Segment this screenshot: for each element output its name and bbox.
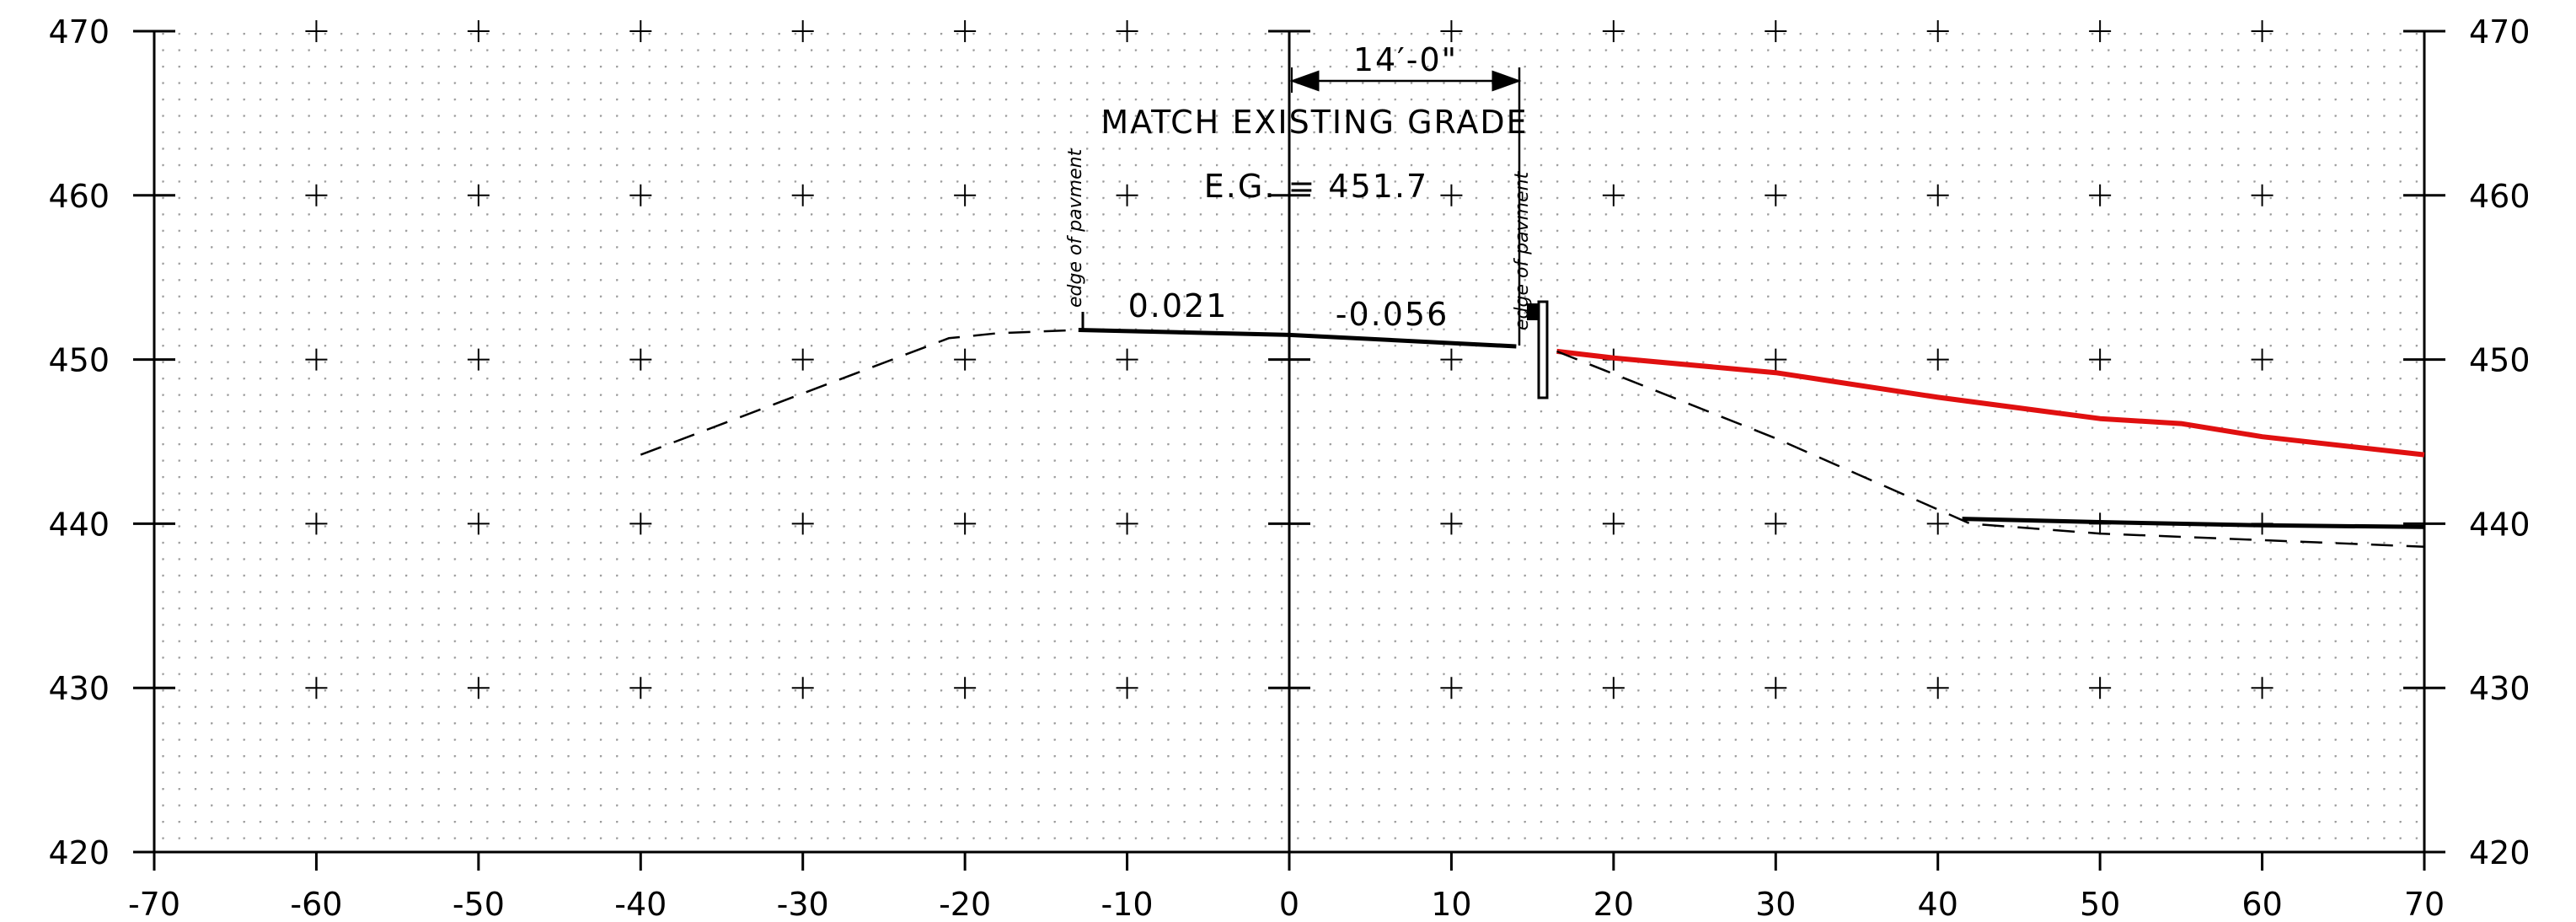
grid-plus-mark [629, 348, 652, 371]
grid-plus-mark [1926, 677, 1949, 700]
grid-plus-mark [1116, 20, 1138, 42]
grid-plus-mark [1926, 348, 1949, 371]
grid-plus-mark [1602, 677, 1625, 700]
grid-plus-mark [791, 20, 814, 42]
grid-plus-mark [1765, 348, 1787, 371]
x-tick-label: 70 [2404, 886, 2445, 922]
grid-plus-mark [467, 677, 490, 700]
grid-plus-mark [2089, 20, 2112, 42]
x-tick-label: -70 [128, 886, 180, 922]
y-tick-label-right: 430 [2469, 670, 2530, 707]
grid-plus-mark [1440, 20, 1463, 42]
y-tick-label-right: 420 [2469, 834, 2530, 871]
grid-plus-mark [305, 512, 328, 535]
grid-plus-marks [305, 20, 2273, 700]
grid-plus-mark [1440, 677, 1463, 700]
grid-plus-mark [467, 20, 490, 42]
grid-plus-mark [1926, 20, 1949, 42]
x-tick-label: 60 [2241, 886, 2282, 922]
x-tick-label: -40 [614, 886, 667, 922]
grid-plus-mark [954, 512, 977, 535]
grid-plus-mark [467, 348, 490, 371]
grid-plus-mark [1116, 184, 1138, 206]
edge-of-pavement-left-label: edge of pavment [1065, 147, 1086, 308]
curb-symbol [1527, 300, 1549, 399]
slope-left-label: 0.021 [1128, 287, 1229, 324]
grid-plus-mark [1440, 512, 1463, 535]
grid-plus-mark [1926, 512, 1949, 535]
grid-plus-mark [467, 184, 490, 206]
grid-plus-mark [791, 184, 814, 206]
grid-plus-mark [629, 512, 652, 535]
grid-plus-mark [791, 677, 814, 700]
grid-plus-mark [629, 677, 652, 700]
x-tick-label: -50 [453, 886, 505, 922]
grid-plus-mark [954, 184, 977, 206]
y-tick-label-left: 430 [48, 670, 110, 707]
grid-plus-mark [791, 512, 814, 535]
grid-plus-mark [2251, 184, 2273, 206]
x-tick-label: -20 [939, 886, 991, 922]
x-tick-label: 0 [1279, 886, 1299, 922]
grid-plus-mark [2089, 184, 2112, 206]
axes: 420 420 430 430 440 440 450 450 460 460 470 470 -70 -… [48, 13, 2530, 922]
grid-plus-mark [1765, 184, 1787, 206]
grid-plus-mark [954, 677, 977, 700]
grid-plus-mark [305, 677, 328, 700]
grid-plus-mark [1440, 184, 1463, 206]
grid-plus-mark [2089, 348, 2112, 371]
x-tick-label: -60 [290, 886, 342, 922]
grid-plus-mark [2251, 677, 2273, 700]
y-tick-label-right: 460 [2469, 178, 2530, 215]
match-existing-grade-note: MATCH EXISTING GRADE [1101, 104, 1528, 141]
profile-series-3 [1556, 350, 2425, 548]
grid-plus-mark [954, 20, 977, 42]
dimension-label: 14′-0" [1353, 41, 1458, 78]
grid-plus-mark [1602, 184, 1625, 206]
grid-plus-mark [1440, 348, 1463, 371]
y-tick-label-left: 470 [48, 13, 110, 51]
x-tick-label: 20 [1593, 886, 1634, 922]
existing-grade-elevation-note: E.G. = 451.7 [1204, 168, 1428, 205]
grid-plus-mark [1116, 348, 1138, 371]
x-tick-label: 50 [2080, 886, 2120, 922]
grid-plus-mark [1765, 677, 1787, 700]
grid-plus-mark [791, 348, 814, 371]
grid-plus-mark [629, 184, 652, 206]
y-tick-label-left: 450 [48, 342, 110, 379]
profile-lines [640, 328, 2425, 548]
profile-series-2 [1556, 348, 2425, 458]
slope-right-label: -0.056 [1336, 296, 1449, 333]
grid-plus-mark [1116, 677, 1138, 700]
grid-plus-mark [2251, 20, 2273, 42]
y-tick-label-right: 440 [2469, 506, 2530, 543]
grid-plus-mark [1926, 184, 1949, 206]
profile-series-1 [1078, 328, 1517, 349]
grid-plus-mark [1602, 20, 1625, 42]
y-tick-label-left: 420 [48, 834, 110, 871]
x-tick-label: -30 [777, 886, 829, 922]
grid-plus-mark [305, 348, 328, 371]
grid-plus-mark [1602, 512, 1625, 535]
x-tick-label: 30 [1755, 886, 1796, 922]
y-tick-label-right: 470 [2469, 13, 2530, 51]
grid-plus-mark [1116, 512, 1138, 535]
grid-plus-mark [1765, 512, 1787, 535]
grid-plus-mark [2089, 677, 2112, 700]
y-tick-label-left: 440 [48, 506, 110, 543]
grid-plus-mark [2251, 348, 2273, 371]
grid-plus-mark [467, 512, 490, 535]
grid-plus-mark [305, 184, 328, 206]
grid-plus-mark [305, 20, 328, 42]
grid-plus-mark [629, 20, 652, 42]
y-tick-label-right: 450 [2469, 342, 2530, 379]
x-tick-label: -10 [1101, 886, 1154, 922]
profile-series-4 [1962, 517, 2425, 529]
x-tick-label: 40 [1918, 886, 1958, 922]
grid-plus-mark [954, 348, 977, 371]
grid-plus-mark [1765, 20, 1787, 42]
x-tick-label: 10 [1431, 886, 1471, 922]
y-tick-label-left: 460 [48, 178, 110, 215]
